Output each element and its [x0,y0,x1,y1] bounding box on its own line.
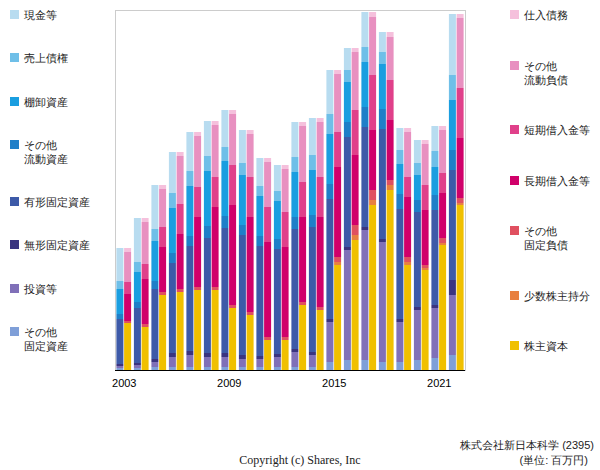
html-text:その他 固定負債: その他 固定負債 [524,225,568,251]
html-text:株主資本: 株主資本 [524,340,568,352]
svg-text:2003: 2003 [112,377,136,389]
svg-text:2015: 2015 [322,377,346,389]
html-text:現金等: 現金等 [24,9,57,21]
svg-text:2009: 2009 [217,377,241,389]
html-text:Copyright (c) Shares, Inc: Copyright (c) Shares, Inc [239,453,361,467]
html-text:株式会社新日本科学 (2395): 株式会社新日本科学 (2395) [460,439,594,451]
html-text:長期借入金等: 長期借入金等 [524,174,590,187]
html-text:有形固定資産: 有形固定資産 [24,196,90,209]
html-text:その他 固定資産: その他 固定資産 [24,326,68,352]
html-text:投資等: 投資等 [24,282,57,295]
svg-text:2021: 2021 [427,377,451,389]
html-text:売上債権: 売上債権 [24,52,68,65]
html-text:棚卸資産: 棚卸資産 [24,95,68,108]
html-text:その他 流動資産: その他 流動資産 [24,138,68,165]
html-text:(単位: 百万円): (単位: 百万円) [519,454,588,466]
html-text:無形固定資産: 無形固定資産 [24,239,90,252]
html-text:少数株主持分: 少数株主持分 [524,289,590,302]
html-text:仕入債務: 仕入債務 [524,9,568,21]
html-text:その他 流動負債: その他 流動負債 [524,59,568,86]
html-text:短期借入金等: 短期借入金等 [524,124,590,136]
